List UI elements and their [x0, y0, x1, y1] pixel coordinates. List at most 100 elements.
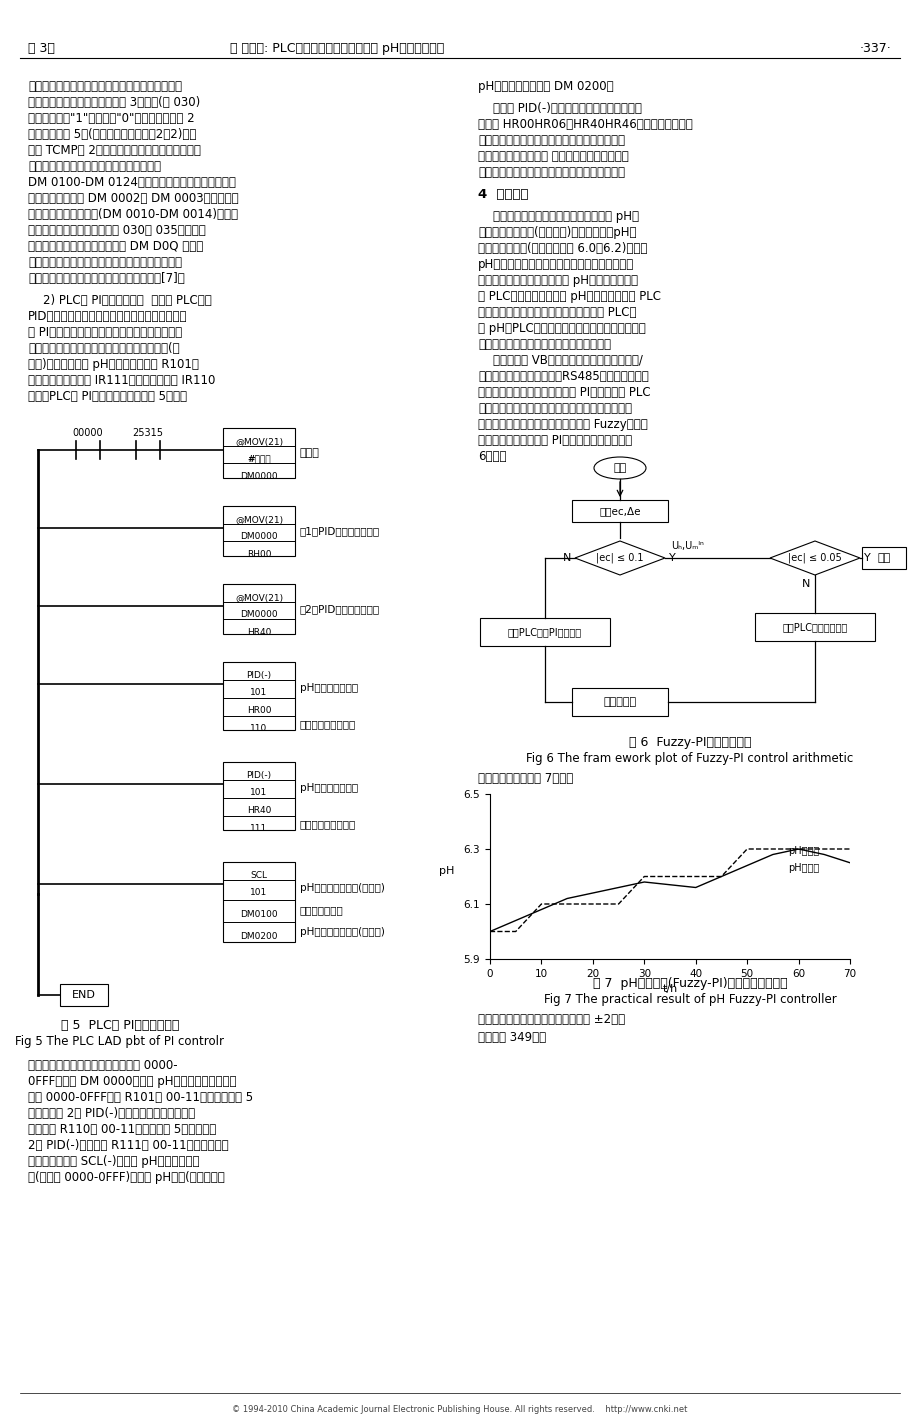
Text: 第1个PID指令参数起始字: 第1个PID指令参数起始字: [300, 525, 380, 535]
Text: 第 3期: 第 3期: [28, 43, 55, 55]
Text: 101: 101: [250, 689, 267, 697]
Text: N: N: [800, 579, 809, 589]
Text: 现 PI运算。同样用模拟量输入模块进行输入数据: 现 PI运算。同样用模拟量输入模块进行输入数据: [28, 327, 182, 339]
Text: HR40: HR40: [246, 807, 271, 815]
Text: 据相比较，根据比较结果，由 030与 035位的状态: 据相比较，根据比较结果，由 030与 035位的状态: [28, 224, 206, 237]
Text: 别与输入论域中的元素(DM 0010-DM 0014)中的数: 别与输入论域中的元素(DM 0010-DM 0014)中的数: [28, 207, 238, 222]
Text: 2) PLC中 PI调节器的设计  欧姆龙 PLC中有: 2) PLC中 PI调节器的设计 欧姆龙 PLC中有: [28, 294, 211, 307]
Text: 现由各子程序完成。模糊控制和 PI调节功能由 PLC: 现由各子程序完成。模糊控制和 PI调节功能由 PLC: [478, 386, 650, 399]
Text: pH传感器的当前值: pH传感器的当前值: [300, 683, 357, 693]
Text: #设定值: #设定值: [247, 454, 270, 463]
Text: pH传感器的当前值: pH传感器的当前值: [300, 782, 357, 792]
Text: 对于 TCMP第 2操作数中用不到的通道也要赋以与: 对于 TCMP第 2操作数中用不到的通道也要赋以与: [28, 143, 200, 158]
Text: 龙 PLC模拟量输入模块对 pH进行采集，通过 PLC: 龙 PLC模拟量输入模块对 pH进行采集，通过 PLC: [478, 290, 660, 302]
Bar: [861, 547, 905, 569]
Text: 模拟量输出模块输出调节阀控制信号。由 PLC控: 模拟量输出模块输出调节阀控制信号。由 PLC控: [478, 305, 636, 320]
Polygon shape: [769, 541, 859, 575]
Text: 调节阀关小的运算值: 调节阀关小的运算值: [300, 719, 356, 728]
Text: 将此系统应用于某制药厂多粘菌素发酵 pH控: 将此系统应用于某制药厂多粘菌素发酵 pH控: [478, 210, 639, 223]
Text: @MOV(21): @MOV(21): [234, 594, 283, 602]
Text: RH00: RH00: [246, 550, 271, 559]
Text: |ec| ≤ 0.1: |ec| ≤ 0.1: [596, 552, 643, 564]
Bar: [222, 427, 295, 479]
Text: 肖 应旺等: PLC复合模糊控制系统在发酵 pH控制中的应用: 肖 应旺等: PLC复合模糊控制系统在发酵 pH控制中的应用: [230, 43, 444, 55]
Text: 出使用。当模糊查询表容量不大时，这种程序设计: 出使用。当模糊查询表容量不大时，这种程序设计: [28, 256, 182, 268]
Text: DM0000: DM0000: [240, 471, 278, 481]
Text: 图 7  pH复合模糊(Fuzzy-PI)控制实际运行结果: 图 7 pH复合模糊(Fuzzy-PI)控制实际运行结果: [592, 977, 787, 990]
Text: 00000: 00000: [73, 427, 103, 437]
Text: 最优值是变化的(其变化范围为 6.0～6.2)，因此: 最优值是变化的(其变化范围为 6.0～6.2)，因此: [478, 241, 647, 256]
Text: N: N: [562, 552, 571, 562]
Text: 图 5  PLC的 PI调节器梯形图: 图 5 PLC的 PI调节器梯形图: [61, 1020, 179, 1032]
Text: 111: 111: [250, 824, 267, 834]
Text: 采集，其输出通过模拟量输出模块对执行单元(调: 采集，其输出通过模拟量输出模块对执行单元(调: [28, 342, 179, 355]
Text: 6所示。: 6所示。: [478, 450, 506, 463]
Text: pH传感器的当前值(二进制): pH传感器的当前值(二进制): [300, 883, 384, 893]
Ellipse shape: [594, 457, 645, 479]
Text: 延时: 延时: [877, 552, 890, 562]
Text: 程序编制如下，设定目标值（二进制 0000-: 程序编制如下，设定目标值（二进制 0000-: [28, 1059, 177, 1072]
Text: 101: 101: [250, 788, 267, 797]
Text: 程序中的第 2条 PID(-)指令，输出调节阀关小的: 程序中的第 2条 PID(-)指令，输出调节阀关小的: [28, 1108, 195, 1120]
Bar: [222, 862, 295, 941]
Text: 方法简单明了，相应速度快，控制性能良好[7]。: 方法简单明了，相应速度快，控制性能良好[7]。: [28, 273, 185, 285]
Text: 操作数只用到 5个(输入模糊论域元素－2～2)，而: 操作数只用到 5个(输入模糊论域元素－2～2)，而: [28, 128, 196, 141]
Text: 在小偏差范围内转换成 PI控制。程序框图，如图: 在小偏差范围内转换成 PI控制。程序框图，如图: [478, 435, 631, 447]
Text: 设定值: 设定值: [300, 447, 320, 459]
Text: HR00: HR00: [246, 706, 271, 716]
Text: pH范围），并输出到 DM 0200。: pH范围），并输出到 DM 0200。: [478, 80, 613, 92]
Bar: [480, 618, 609, 646]
Text: 中的控制结果，将 DM 0002与 DM 0003中的数据分: 中的控制结果，将 DM 0002与 DM 0003中的数据分: [28, 192, 238, 204]
Text: 值(二进制 0000-0FFF)转换成 pH数据(被控对象的: 值(二进制 0000-0FFF)转换成 pH数据(被控对象的: [28, 1172, 224, 1184]
Text: 参数包括设定值、比例系数、积分系数、采样周: 参数包括设定值、比例系数、积分系数、采样周: [478, 133, 624, 148]
Bar: [754, 613, 874, 640]
Text: 与某一通道中的数值相同，则第 3操作数(如 030): 与某一通道中的数值相同，则第 3操作数(如 030): [28, 97, 200, 109]
Text: 中的相应位置"1"，否则置"0"。在设计中，第 2: 中的相应位置"1"，否则置"0"。在设计中，第 2: [28, 112, 195, 125]
Text: 0FFF）存入 DM 0000，输入 pH传感器的当前值（二: 0FFF）存入 DM 0000，输入 pH传感器的当前值（二: [28, 1075, 236, 1088]
Bar: [222, 506, 295, 557]
Text: 在使用 PID(-)指令之前，要通过欧姆龙编程: 在使用 PID(-)指令之前，要通过欧姆龙编程: [478, 102, 641, 115]
Text: 入，调节阀开大值从 IR111输出，关小值从 IR110: 入，调节阀开大值从 IR111输出，关小值从 IR110: [28, 373, 215, 388]
Text: Fig 6 The fram ework plot of Fuzzy-PI control arithmetic: Fig 6 The fram ework plot of Fuzzy-PI co…: [526, 753, 853, 765]
Text: HR40: HR40: [246, 628, 271, 638]
Text: 采样ec,Δe: 采样ec,Δe: [598, 506, 640, 515]
Text: 个通道中的数据进行比较，若第一操作数中的数据: 个通道中的数据进行比较，若第一操作数中的数据: [28, 80, 182, 92]
Text: 调用PLC中的PI控制模块: 调用PLC中的PI控制模块: [507, 628, 582, 638]
Text: 调用PLC模糊控制模块: 调用PLC模糊控制模块: [781, 622, 846, 632]
Text: @MOV(21): @MOV(21): [234, 515, 283, 524]
Text: 中比例系数、积分系数根据工程经验常数设定。: 中比例系数、积分系数根据工程经验常数设定。: [478, 166, 624, 179]
Text: 制中，在多粘菌素(一种兽药)发酵生产中，pH的: 制中，在多粘菌素(一种兽药)发酵生产中，pH的: [478, 226, 636, 239]
X-axis label: t/h: t/h: [662, 984, 677, 994]
Text: 软件对 HR00HR06、HR40HR46参数表进行设置，: 软件对 HR00HR06、HR40HR46参数表进行设置，: [478, 118, 692, 131]
Text: 101: 101: [250, 888, 267, 897]
Bar: [572, 689, 667, 716]
Y-axis label: pH: pH: [438, 866, 454, 876]
Text: 其他通道不同的值，以保证程序正确执行。: 其他通道不同的值，以保证程序正确执行。: [28, 160, 161, 173]
Text: pH传感器的当前值(十进制): pH传感器的当前值(十进制): [300, 927, 384, 937]
Text: Fig 5 The PLC LAD pbt of PI controlr: Fig 5 The PLC LAD pbt of PI controlr: [16, 1035, 224, 1048]
Text: DM 0100-DM 0124中按顺序存储着模糊控制查询表: DM 0100-DM 0124中按顺序存储着模糊控制查询表: [28, 176, 235, 189]
Text: 第2个PID指令参数起始字: 第2个PID指令参数起始字: [300, 604, 380, 613]
Text: 而控制滴加氨水的流量来控制 pH。系统利用欧姆: 而控制滴加氨水的流量来控制 pH。系统利用欧姆: [478, 274, 637, 287]
Text: ·337·: ·337·: [859, 43, 891, 55]
Text: 25315: 25315: [132, 427, 164, 437]
Text: 实际运行结果，如图 7所示。: 实际运行结果，如图 7所示。: [478, 772, 573, 785]
Text: 调节阀开大的运算值: 调节阀开大的运算值: [300, 819, 356, 829]
Text: 运算值在 R110的 00-11位；根据图 5程序中的第: 运算值在 R110的 00-11位；根据图 5程序中的第: [28, 1123, 216, 1136]
Text: Uₕ,Uₘᴵⁿ: Uₕ,Uₘᴵⁿ: [670, 541, 703, 551]
Text: Fig 7 The practical result of pH Fuzzy-PI controller: Fig 7 The practical result of pH Fuzzy-P…: [543, 993, 835, 1005]
Text: 上位机采用 VB编程，定时、中断、键盘输入/: 上位机采用 VB编程，定时、中断、键盘输入/: [478, 354, 642, 366]
Text: DM0100: DM0100: [240, 910, 278, 919]
Text: 110: 110: [250, 724, 267, 733]
Text: END: END: [72, 990, 96, 1000]
Bar: [222, 584, 295, 633]
Text: 查询输出值，将其送入中间单元 DM D0Q 以备输: 查询输出值，将其送入中间单元 DM D0Q 以备输: [28, 240, 203, 253]
Polygon shape: [574, 541, 664, 575]
Text: DM0000: DM0000: [240, 532, 278, 541]
Text: |ec| ≤ 0.05: |ec| ≤ 0.05: [788, 552, 841, 564]
Text: 差范围自动完成：在大偏差范围采用 Fuzzy控制，: 差范围自动完成：在大偏差范围采用 Fuzzy控制，: [478, 417, 647, 432]
Text: 开始: 开始: [613, 463, 626, 473]
Text: PID(-): PID(-): [246, 672, 271, 680]
Bar: [60, 984, 108, 1005]
Text: 节阀)进行控制。设 pH传感器采样值从 R101输: 节阀)进行控制。设 pH传感器采样值从 R101输: [28, 358, 199, 371]
